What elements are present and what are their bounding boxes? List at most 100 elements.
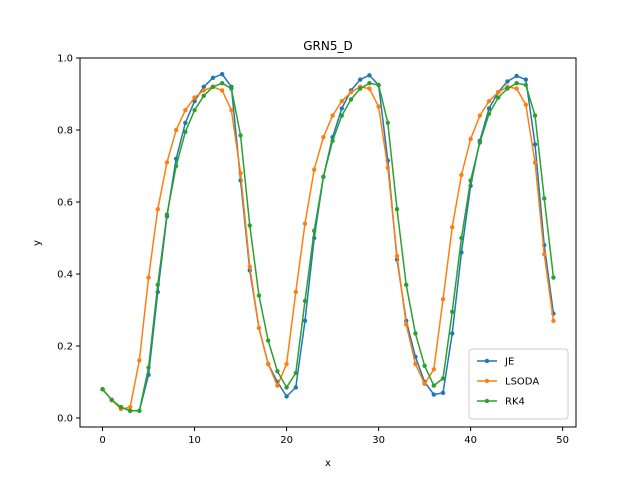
- data-point-rk4: [229, 86, 234, 91]
- data-point-rk4: [394, 207, 400, 212]
- data-point-lsoda: [330, 113, 335, 118]
- x-tick-label: 20: [280, 435, 293, 446]
- data-point-lsoda: [146, 275, 151, 280]
- data-point-lsoda: [394, 253, 400, 259]
- data-point-lsoda: [312, 167, 317, 172]
- data-point-rk4: [137, 408, 142, 413]
- data-point-lsoda: [164, 160, 170, 165]
- data-point-je: [514, 73, 519, 79]
- data-point-lsoda: [413, 361, 418, 367]
- data-point-lsoda: [367, 86, 372, 91]
- data-point-lsoda: [523, 102, 529, 108]
- legend-item-je: JE: [477, 357, 514, 368]
- data-point-lsoda: [256, 325, 262, 331]
- data-point-lsoda: [284, 361, 289, 367]
- plot-area: [100, 72, 556, 413]
- data-point-rk4: [146, 365, 151, 370]
- legend-label-rk4: RK4: [505, 397, 525, 408]
- data-point-lsoda: [173, 127, 179, 133]
- data-point-lsoda: [183, 108, 188, 113]
- data-point-lsoda: [477, 113, 483, 118]
- data-point-lsoda: [440, 297, 446, 302]
- data-point-lsoda: [468, 136, 473, 142]
- data-point-rk4: [265, 338, 271, 343]
- data-point-rk4: [486, 111, 492, 117]
- data-point-rk4: [293, 370, 298, 376]
- data-point-rk4: [330, 138, 335, 143]
- data-point-lsoda: [275, 383, 280, 388]
- data-point-lsoda: [385, 165, 391, 170]
- data-point-rk4: [431, 383, 437, 388]
- data-point-rk4: [173, 163, 179, 169]
- data-point-lsoda: [542, 252, 547, 257]
- data-point-rk4: [284, 385, 289, 390]
- data-point-lsoda: [486, 99, 492, 104]
- data-point-rk4: [118, 405, 124, 410]
- y-tick-label: 0.4: [57, 270, 73, 281]
- data-point-rk4: [422, 363, 427, 368]
- data-point-rk4: [109, 397, 114, 403]
- y-tick-label: 1.0: [57, 54, 73, 65]
- data-point-je: [486, 106, 492, 111]
- data-point-lsoda: [339, 99, 344, 104]
- data-point-lsoda: [321, 135, 326, 140]
- series-rk4: [100, 81, 556, 413]
- data-point-je: [339, 106, 344, 111]
- data-point-rk4: [459, 235, 464, 241]
- data-point-rk4: [201, 93, 206, 99]
- data-point-rk4: [155, 282, 160, 287]
- data-point-lsoda: [127, 405, 133, 410]
- legend: JE LSODA RK4: [468, 348, 569, 420]
- data-point-rk4: [404, 282, 409, 287]
- data-point-rk4: [376, 82, 381, 88]
- data-point-lsoda: [459, 172, 464, 178]
- x-axis-label: x: [325, 458, 331, 469]
- data-point-rk4: [192, 108, 197, 113]
- data-point-je: [219, 72, 225, 77]
- data-point-rk4: [385, 120, 391, 126]
- data-point-lsoda: [348, 90, 354, 95]
- y-tick-label: 0.6: [57, 198, 73, 209]
- y-axis-label: y: [32, 240, 43, 246]
- data-point-lsoda: [238, 171, 243, 176]
- data-point-lsoda: [496, 90, 501, 95]
- y-axis-ticks: 0.0 0.2 0.4 0.6 0.8 1.0: [57, 54, 80, 425]
- data-point-je: [183, 120, 188, 126]
- series-lsoda: [100, 84, 556, 412]
- data-point-je: [532, 142, 538, 147]
- data-point-rk4: [312, 228, 317, 233]
- data-point-rk4: [238, 133, 243, 138]
- data-point-lsoda: [431, 367, 437, 372]
- data-point-rk4: [367, 81, 372, 86]
- data-point-je: [210, 75, 216, 81]
- data-point-rk4: [505, 86, 510, 91]
- data-point-lsoda: [137, 358, 142, 363]
- data-point-je: [450, 331, 455, 336]
- series-line-rk4: [101, 82, 555, 412]
- y-tick-label: 0.2: [57, 342, 73, 353]
- data-point-lsoda: [302, 221, 308, 226]
- data-point-je: [302, 318, 308, 323]
- data-point-rk4: [247, 223, 252, 228]
- data-point-lsoda: [404, 322, 409, 327]
- data-point-lsoda: [192, 95, 197, 100]
- legend-marker-lsoda: [484, 378, 490, 384]
- data-point-je: [523, 77, 529, 82]
- data-point-je: [505, 79, 510, 84]
- data-point-je: [284, 394, 289, 399]
- data-point-je: [201, 84, 206, 90]
- data-point-rk4: [532, 113, 538, 118]
- data-point-lsoda: [155, 207, 160, 212]
- data-point-rk4: [219, 81, 225, 86]
- data-point-lsoda: [450, 225, 455, 230]
- data-point-rk4: [210, 84, 216, 90]
- data-point-rk4: [440, 376, 446, 381]
- data-point-rk4: [339, 113, 344, 118]
- data-point-rk4: [302, 298, 308, 304]
- data-point-je: [440, 390, 446, 395]
- data-point-rk4: [450, 309, 455, 314]
- data-point-rk4: [468, 178, 473, 183]
- data-point-je: [293, 385, 298, 390]
- data-point-rk4: [413, 331, 418, 336]
